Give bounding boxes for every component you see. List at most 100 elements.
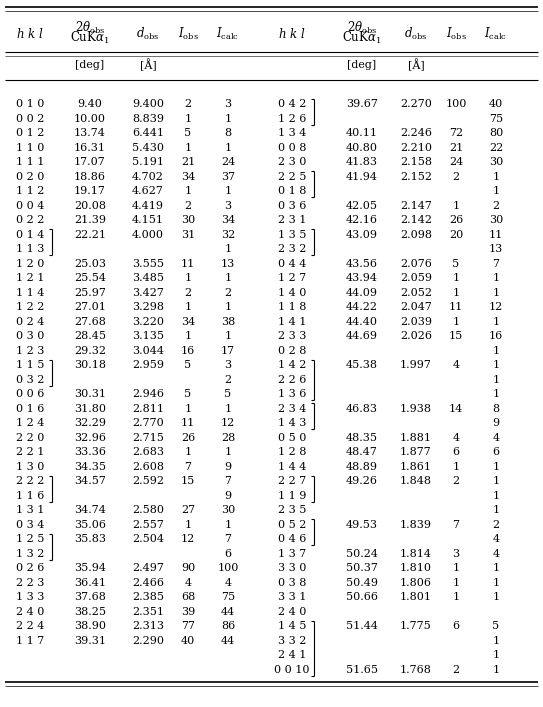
Text: 2: 2 xyxy=(493,520,500,530)
Text: 2.076: 2.076 xyxy=(400,259,432,269)
Text: 5: 5 xyxy=(185,128,192,139)
Text: 1: 1 xyxy=(452,578,459,588)
Text: 1: 1 xyxy=(185,114,192,124)
Text: 15: 15 xyxy=(449,332,463,341)
Text: 22.21: 22.21 xyxy=(74,230,106,240)
Text: 2.246: 2.246 xyxy=(400,128,432,139)
Text: 30: 30 xyxy=(489,157,503,168)
Text: 1: 1 xyxy=(493,506,500,515)
Text: 1: 1 xyxy=(185,303,192,312)
Text: 0 4 6: 0 4 6 xyxy=(278,534,306,544)
Text: $I_{\mathrm{calc}}$: $I_{\mathrm{calc}}$ xyxy=(484,26,508,42)
Text: 2.039: 2.039 xyxy=(400,317,432,327)
Text: 1: 1 xyxy=(493,288,500,298)
Text: 1 3 3: 1 3 3 xyxy=(16,592,44,602)
Text: 1 4 5: 1 4 5 xyxy=(278,621,306,631)
Text: 2.504: 2.504 xyxy=(132,534,164,544)
Text: 27.01: 27.01 xyxy=(74,303,106,312)
Text: 1 4 0: 1 4 0 xyxy=(278,288,306,298)
Text: 1: 1 xyxy=(493,578,500,588)
Text: 7: 7 xyxy=(185,462,192,472)
Text: 80: 80 xyxy=(489,128,503,139)
Text: 4.000: 4.000 xyxy=(132,230,164,240)
Text: 5: 5 xyxy=(224,390,231,399)
Text: 44: 44 xyxy=(221,636,235,645)
Text: 0 3 8: 0 3 8 xyxy=(278,578,306,588)
Text: 1: 1 xyxy=(452,563,459,573)
Text: 43.94: 43.94 xyxy=(346,273,378,284)
Text: 30: 30 xyxy=(489,215,503,226)
Text: 3.485: 3.485 xyxy=(132,273,164,284)
Text: 3.135: 3.135 xyxy=(132,332,164,341)
Text: [Å]: [Å] xyxy=(408,59,425,71)
Text: 1 3 7: 1 3 7 xyxy=(278,549,306,559)
Text: 32.96: 32.96 xyxy=(74,433,106,443)
Text: 1: 1 xyxy=(224,143,231,153)
Text: $I_{\mathrm{obs}}$: $I_{\mathrm{obs}}$ xyxy=(446,26,466,42)
Text: 1.775: 1.775 xyxy=(400,621,432,631)
Text: 48.89: 48.89 xyxy=(346,462,378,472)
Text: 44.09: 44.09 xyxy=(346,288,378,298)
Text: 3: 3 xyxy=(224,361,231,370)
Text: 2 3 2: 2 3 2 xyxy=(278,244,306,255)
Text: 3: 3 xyxy=(224,201,231,211)
Text: 4.627: 4.627 xyxy=(132,186,164,197)
Text: 0 1 8: 0 1 8 xyxy=(278,186,306,197)
Text: 1: 1 xyxy=(224,404,231,414)
Text: 49.53: 49.53 xyxy=(346,520,378,530)
Text: 2 4 0: 2 4 0 xyxy=(16,607,44,617)
Text: 1: 1 xyxy=(224,448,231,457)
Text: 44.69: 44.69 xyxy=(346,332,378,341)
Text: 100: 100 xyxy=(445,99,466,110)
Text: 48.35: 48.35 xyxy=(346,433,378,443)
Text: 1: 1 xyxy=(452,201,459,211)
Text: 41.83: 41.83 xyxy=(346,157,378,168)
Text: 1: 1 xyxy=(452,288,459,298)
Text: 18.86: 18.86 xyxy=(74,172,106,182)
Text: 32: 32 xyxy=(221,230,235,240)
Text: 0 0 6: 0 0 6 xyxy=(16,390,44,399)
Text: $2\theta_{\mathrm{obs}}$: $2\theta_{\mathrm{obs}}$ xyxy=(347,20,377,36)
Text: 1 1 2: 1 1 2 xyxy=(16,186,44,197)
Text: 3.044: 3.044 xyxy=(132,346,164,356)
Text: 2.557: 2.557 xyxy=(132,520,164,530)
Text: 5.430: 5.430 xyxy=(132,143,164,153)
Text: 2.270: 2.270 xyxy=(400,99,432,110)
Text: 0 5 0: 0 5 0 xyxy=(278,433,306,443)
Text: CuK$\alpha_1$: CuK$\alpha_1$ xyxy=(70,30,110,46)
Text: 37.68: 37.68 xyxy=(74,592,106,602)
Text: 28: 28 xyxy=(221,433,235,443)
Text: 6.441: 6.441 xyxy=(132,128,164,139)
Text: 0 2 0: 0 2 0 xyxy=(16,172,44,182)
Text: 1: 1 xyxy=(493,346,500,356)
Text: 51.44: 51.44 xyxy=(346,621,378,631)
Text: $2\theta_{\mathrm{obs}}$: $2\theta_{\mathrm{obs}}$ xyxy=(75,20,105,36)
Text: [deg]: [deg] xyxy=(75,60,105,70)
Text: 1: 1 xyxy=(185,186,192,197)
Text: 36.41: 36.41 xyxy=(74,578,106,588)
Text: 1: 1 xyxy=(185,448,192,457)
Text: 8.839: 8.839 xyxy=(132,114,164,124)
Text: 2: 2 xyxy=(185,201,192,211)
Text: 4: 4 xyxy=(493,549,500,559)
Text: 9: 9 xyxy=(224,462,231,472)
Text: 3.220: 3.220 xyxy=(132,317,164,327)
Text: 1: 1 xyxy=(185,143,192,153)
Text: 0 2 8: 0 2 8 xyxy=(278,346,306,356)
Text: 1 2 8: 1 2 8 xyxy=(278,448,306,457)
Text: 1 1 5: 1 1 5 xyxy=(16,361,44,370)
Text: 2.152: 2.152 xyxy=(400,172,432,182)
Text: 2.466: 2.466 xyxy=(132,578,164,588)
Text: 34.74: 34.74 xyxy=(74,506,106,515)
Text: 4: 4 xyxy=(493,433,500,443)
Text: 12: 12 xyxy=(181,534,195,544)
Text: 1: 1 xyxy=(493,636,500,645)
Text: 0 3 0: 0 3 0 xyxy=(16,332,44,341)
Text: 1: 1 xyxy=(224,244,231,255)
Text: 17.07: 17.07 xyxy=(74,157,106,168)
Text: 10.00: 10.00 xyxy=(74,114,106,124)
Text: 2.580: 2.580 xyxy=(132,506,164,515)
Text: 1 1 8: 1 1 8 xyxy=(278,303,306,312)
Text: 1: 1 xyxy=(185,332,192,341)
Text: 27.68: 27.68 xyxy=(74,317,106,327)
